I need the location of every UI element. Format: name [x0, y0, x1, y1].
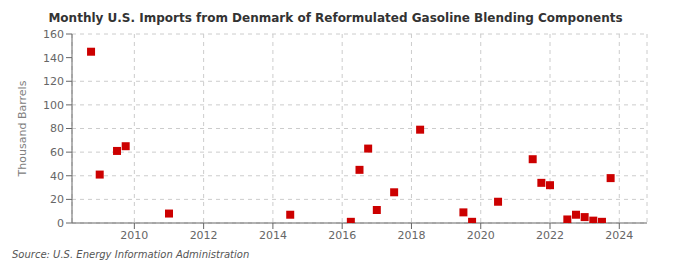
svg-text:2024: 2024: [605, 229, 633, 242]
svg-text:2020: 2020: [467, 229, 495, 242]
svg-text:2016: 2016: [328, 229, 356, 242]
svg-text:2012: 2012: [190, 229, 218, 242]
svg-text:2014: 2014: [259, 229, 287, 242]
html-text:Monthly U.S. Imports from Denm: Monthly U.S. Imports from Denmark of Ref…: [48, 11, 623, 25]
svg-text:160: 160: [43, 28, 64, 41]
svg-text:20: 20: [50, 193, 64, 206]
html-text:Source: U.S. Energy Informatio: Source: U.S. Energy Information Administ…: [12, 249, 250, 260]
svg-text:2010: 2010: [120, 229, 148, 242]
svg-text:140: 140: [43, 52, 64, 65]
svg-text:2022: 2022: [536, 229, 564, 242]
svg-text:0: 0: [57, 217, 64, 230]
svg-text:60: 60: [50, 146, 64, 159]
svg-text:Thousand Barrels: Thousand Barrels: [16, 80, 29, 177]
svg-text:40: 40: [50, 170, 64, 183]
svg-text:80: 80: [50, 122, 64, 135]
svg-text:120: 120: [43, 75, 64, 88]
svg-text:100: 100: [43, 99, 64, 112]
svg-text:2018: 2018: [397, 229, 425, 242]
